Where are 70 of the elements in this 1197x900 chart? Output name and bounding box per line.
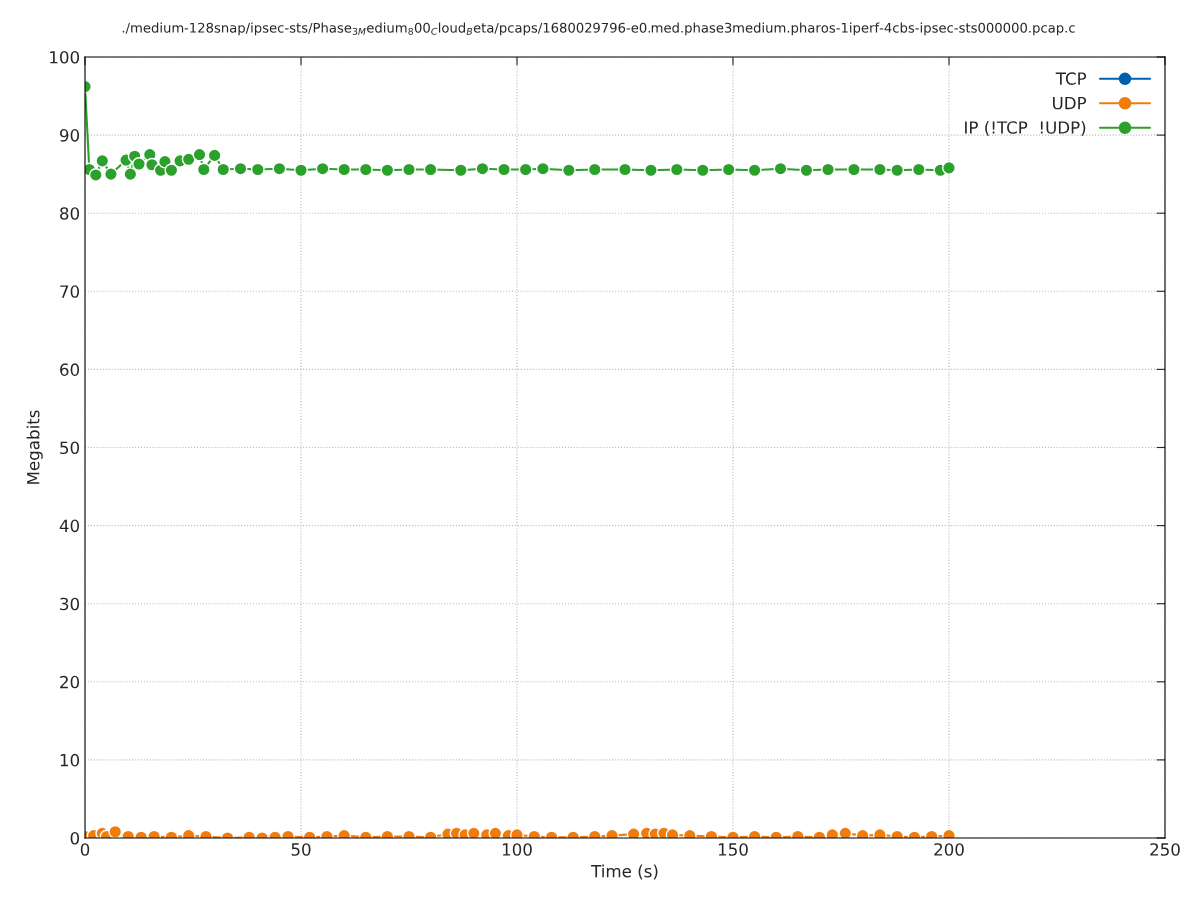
legend-label: IP (!TCP !UDP) — [965, 120, 1086, 136]
point — [587, 162, 602, 177]
y-tick-label: 40 — [59, 519, 80, 533]
x-tick-label: 200 — [934, 843, 964, 856]
point — [337, 162, 352, 177]
point — [497, 162, 511, 177]
y-tick-label: 30 — [60, 597, 80, 611]
point — [233, 161, 248, 176]
point — [181, 152, 196, 167]
point — [799, 163, 814, 178]
point — [207, 148, 222, 163]
y-tick-label: 100 — [50, 50, 80, 64]
point — [453, 163, 468, 178]
point — [423, 162, 438, 177]
x-tick-label: 250 — [1150, 843, 1180, 856]
chart-title: ./medium-128snap/ipsec-sts/Phase$_{3M}$edium$_{8}$00$_{C}$loud$_{B}$eta/pcaps/1680029796-e0.med.phase3medium.pharos-1iperf-4cbs-ipsec-sts000000.pcap.c — [122, 22, 1075, 36]
point — [942, 160, 956, 175]
point — [721, 162, 736, 177]
point — [518, 162, 533, 177]
point — [695, 163, 710, 178]
point — [669, 162, 684, 177]
point — [643, 163, 658, 178]
point — [95, 153, 110, 168]
point — [108, 824, 123, 838]
legend-label: TCP — [1055, 72, 1087, 85]
point — [358, 162, 373, 177]
point — [475, 161, 490, 176]
point — [838, 826, 853, 838]
point — [626, 827, 641, 838]
y-tick-label: 90 — [59, 129, 80, 142]
point — [466, 826, 481, 838]
point — [488, 826, 503, 838]
x-tick-label: 150 — [718, 843, 748, 856]
point — [380, 163, 395, 178]
y-tick-label: 50 — [60, 441, 80, 455]
y-tick-label: 10 — [60, 753, 80, 767]
y-tick-label: 20 — [60, 675, 80, 689]
point — [164, 163, 179, 178]
point — [747, 163, 762, 178]
point — [272, 161, 287, 176]
point — [847, 162, 861, 177]
point — [911, 162, 926, 177]
point — [821, 162, 835, 177]
y-tick-label: 70 — [60, 285, 80, 298]
point — [123, 167, 138, 182]
point — [196, 162, 211, 177]
y-tick-label: 80 — [60, 207, 80, 220]
y-tick-label: 0 — [70, 831, 80, 845]
point — [192, 147, 207, 162]
x-axis-title: Time (s) — [591, 864, 658, 880]
point — [773, 161, 788, 176]
point — [103, 167, 118, 182]
point — [402, 162, 416, 177]
point — [216, 162, 231, 177]
point — [872, 162, 887, 177]
legend-label: UDP — [1053, 96, 1087, 110]
point — [535, 161, 550, 176]
x-tick-label: 0 — [80, 843, 90, 856]
y-axis-title: Megabits — [26, 410, 43, 484]
x-tick-label: 50 — [291, 843, 311, 856]
point — [561, 163, 576, 178]
y-tick-label: 60 — [60, 363, 80, 376]
point — [315, 161, 330, 176]
point — [890, 163, 905, 178]
point — [294, 163, 308, 178]
point — [88, 167, 103, 182]
x-tick-label: 100 — [502, 843, 532, 856]
point — [250, 162, 265, 177]
point — [132, 157, 146, 171]
point — [618, 162, 632, 177]
